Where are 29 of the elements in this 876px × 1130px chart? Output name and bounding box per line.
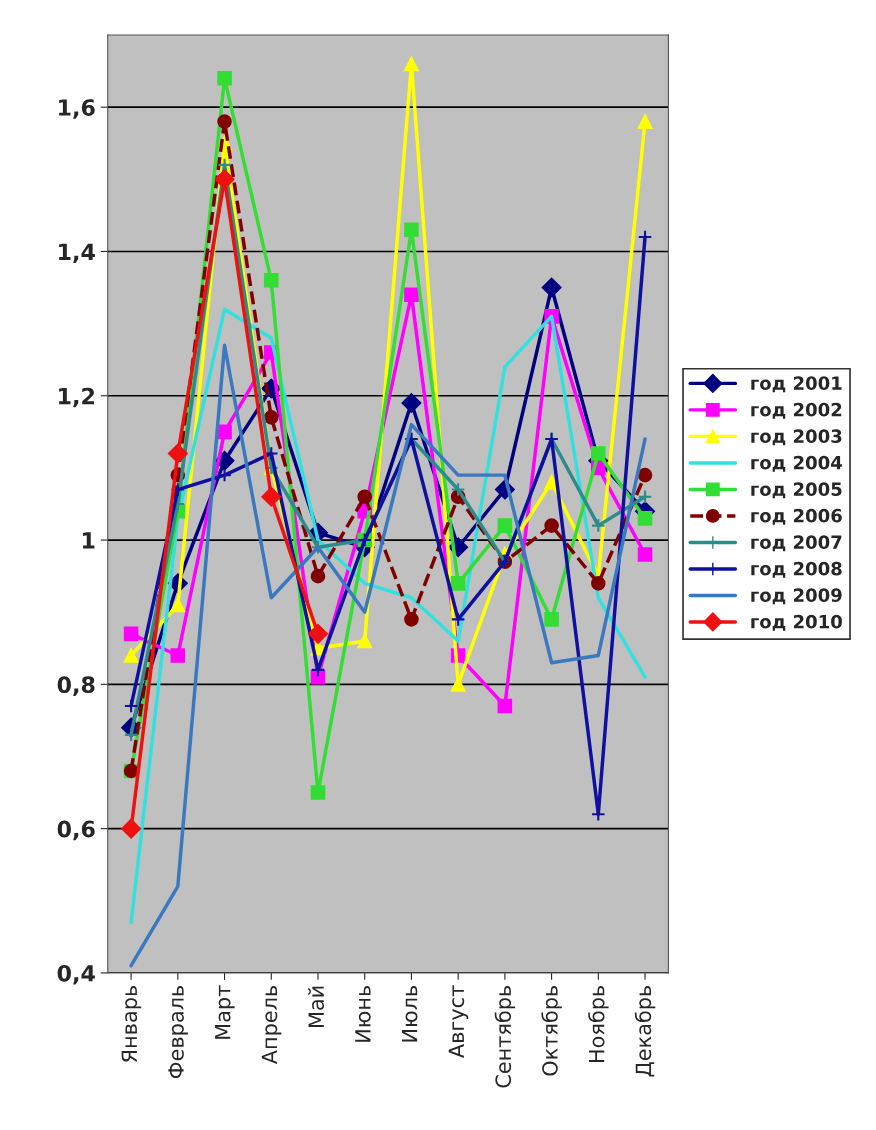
y-tick-label: 1,2	[59, 387, 95, 408]
x-tick-label: Май	[308, 986, 325, 1027]
legend-label: год 2009	[751, 588, 842, 605]
x-tick-label: Июль	[401, 985, 418, 1042]
y-tick-label: 1,6	[59, 99, 95, 119]
x-tick-label: Декабрь	[634, 985, 656, 1077]
x-tick-label: Сентябрь	[494, 985, 516, 1088]
legend-label: год 2005	[751, 482, 842, 499]
legend-label: год 2007	[751, 535, 842, 552]
legend-label: год 2004	[751, 455, 842, 472]
x-tick-label: Январь	[121, 985, 142, 1062]
x-tick-label: Ноябрь	[588, 985, 609, 1062]
x-tick-label: Февраль	[168, 985, 188, 1079]
y-tick-label: 0,8	[57, 676, 95, 696]
x-tick-label: Август	[448, 985, 469, 1058]
legend-label: год 2003	[751, 429, 842, 446]
x-tick-label: Июнь	[355, 985, 371, 1042]
x-tick-label: Март	[215, 985, 235, 1039]
y-tick-label: 0,6	[57, 820, 95, 841]
legend-label: год 2002	[751, 402, 842, 419]
legend-label: год 2006	[751, 508, 842, 525]
x-tick-label: Октябрь	[541, 985, 562, 1076]
legend-label: год 2010	[751, 614, 842, 631]
legend-label: год 2008	[751, 561, 842, 578]
y-tick-label: 1,4	[59, 243, 95, 264]
x-tick-label: Апрель	[261, 985, 282, 1065]
legend-label: год 2001	[751, 376, 842, 393]
y-tick-label: 0,4	[57, 964, 95, 985]
y-tick-label: 1	[82, 532, 95, 549]
